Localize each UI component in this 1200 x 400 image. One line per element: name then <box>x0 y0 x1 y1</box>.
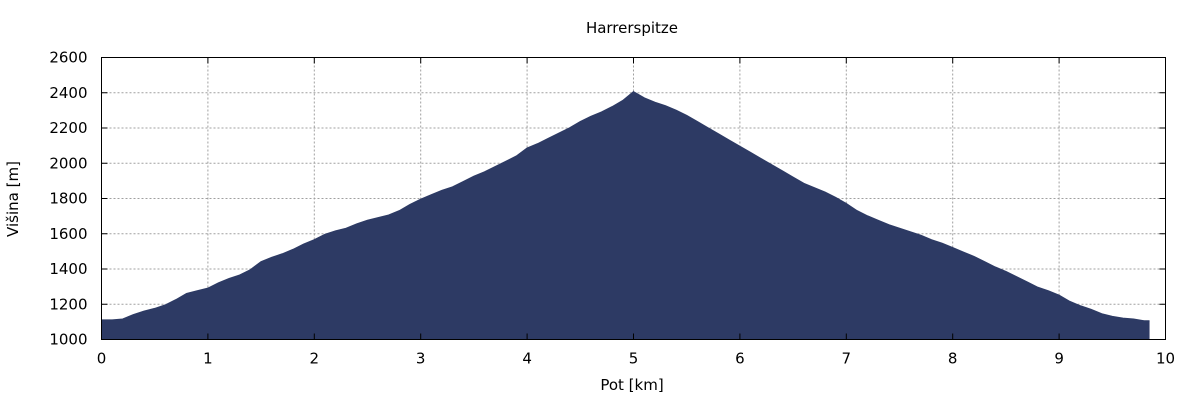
y-tick-label: 1800 <box>49 190 87 208</box>
y-tick-label: 2000 <box>49 154 87 172</box>
y-tick-label: 2200 <box>49 119 87 137</box>
y-tick-label: 1600 <box>49 225 87 243</box>
y-tick-label: 1000 <box>49 331 87 349</box>
x-tick-label: 7 <box>842 350 852 368</box>
x-tick-label: 2 <box>310 350 320 368</box>
x-tick-label: 10 <box>1156 350 1175 368</box>
x-tick-label: 1 <box>203 350 213 368</box>
x-axis-label: Pot [km] <box>600 376 663 394</box>
elevation-area <box>101 91 1150 340</box>
elevation-outline <box>101 90 1150 322</box>
y-tick-label: 2400 <box>49 84 87 102</box>
y-axis-ticks: 1000 1200 1400 1600 1800 2000 2200 2400 2600 <box>49 49 1166 349</box>
x-tick-label: 6 <box>735 350 745 368</box>
x-axis-ticks: 0 1 2 3 4 5 6 7 8 9 10 <box>97 57 1175 368</box>
x-tick-label: 8 <box>948 350 958 368</box>
x-tick-label: 4 <box>522 350 532 368</box>
x-tick-label: 9 <box>1054 350 1064 368</box>
x-tick-label: 5 <box>629 350 639 368</box>
y-tick-label: 1200 <box>49 295 87 313</box>
y-tick-label: 1400 <box>49 260 87 278</box>
y-axis-label: Višina [m] <box>4 161 22 237</box>
x-tick-label: 3 <box>416 350 426 368</box>
y-tick-label: 2600 <box>49 49 87 67</box>
x-tick-label: 0 <box>97 350 107 368</box>
chart-title: Harrerspitze <box>586 19 678 37</box>
